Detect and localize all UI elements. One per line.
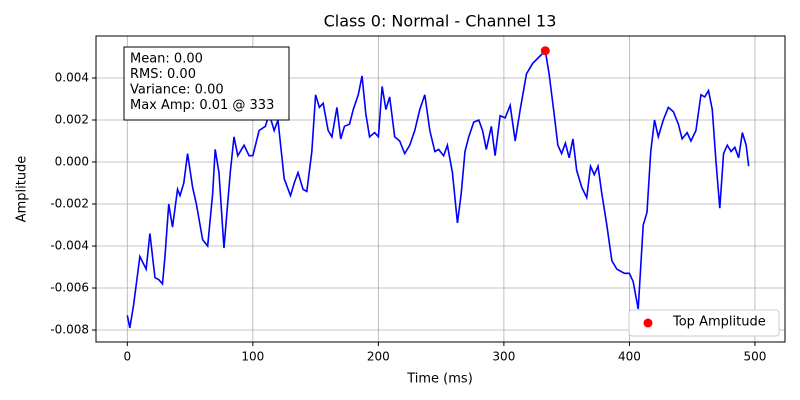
stats-text: Variance: 0.00: [130, 83, 224, 98]
x-axis-label: Time (ms): [406, 372, 473, 387]
x-tick-label: 300: [492, 350, 515, 364]
top-amplitude-point: [540, 46, 550, 56]
y-tick-label: 0.004: [55, 71, 89, 85]
y-tick-label: 0.000: [55, 155, 89, 169]
signal-line: [126, 49, 750, 329]
y-tick-label: -0.002: [50, 197, 89, 211]
y-tick-label: -0.008: [50, 323, 89, 337]
chart-title: Class 0: Normal - Channel 13: [324, 12, 557, 31]
y-axis-label: Amplitude: [15, 156, 30, 223]
x-tick-label: 500: [743, 350, 766, 364]
stats-text: Mean: 0.00: [130, 52, 203, 67]
x-tick-label: 400: [618, 350, 641, 364]
stats-text: RMS: 0.00: [130, 67, 196, 82]
legend-label: Top Amplitude: [672, 315, 766, 330]
y-tick-label: -0.006: [50, 281, 89, 295]
x-tick-label: 200: [367, 350, 390, 364]
legend-box: [628, 309, 780, 337]
plot-frame: [95, 35, 786, 343]
legend-marker: [643, 318, 653, 328]
y-tick-label: -0.004: [50, 239, 89, 253]
y-tick-label: 0.002: [55, 113, 89, 127]
stats-text: Max Amp: 0.01 @ 333: [130, 98, 274, 113]
x-tick-label: 100: [241, 350, 264, 364]
x-tick-label: 0: [123, 350, 131, 364]
stats-box: [123, 46, 290, 121]
